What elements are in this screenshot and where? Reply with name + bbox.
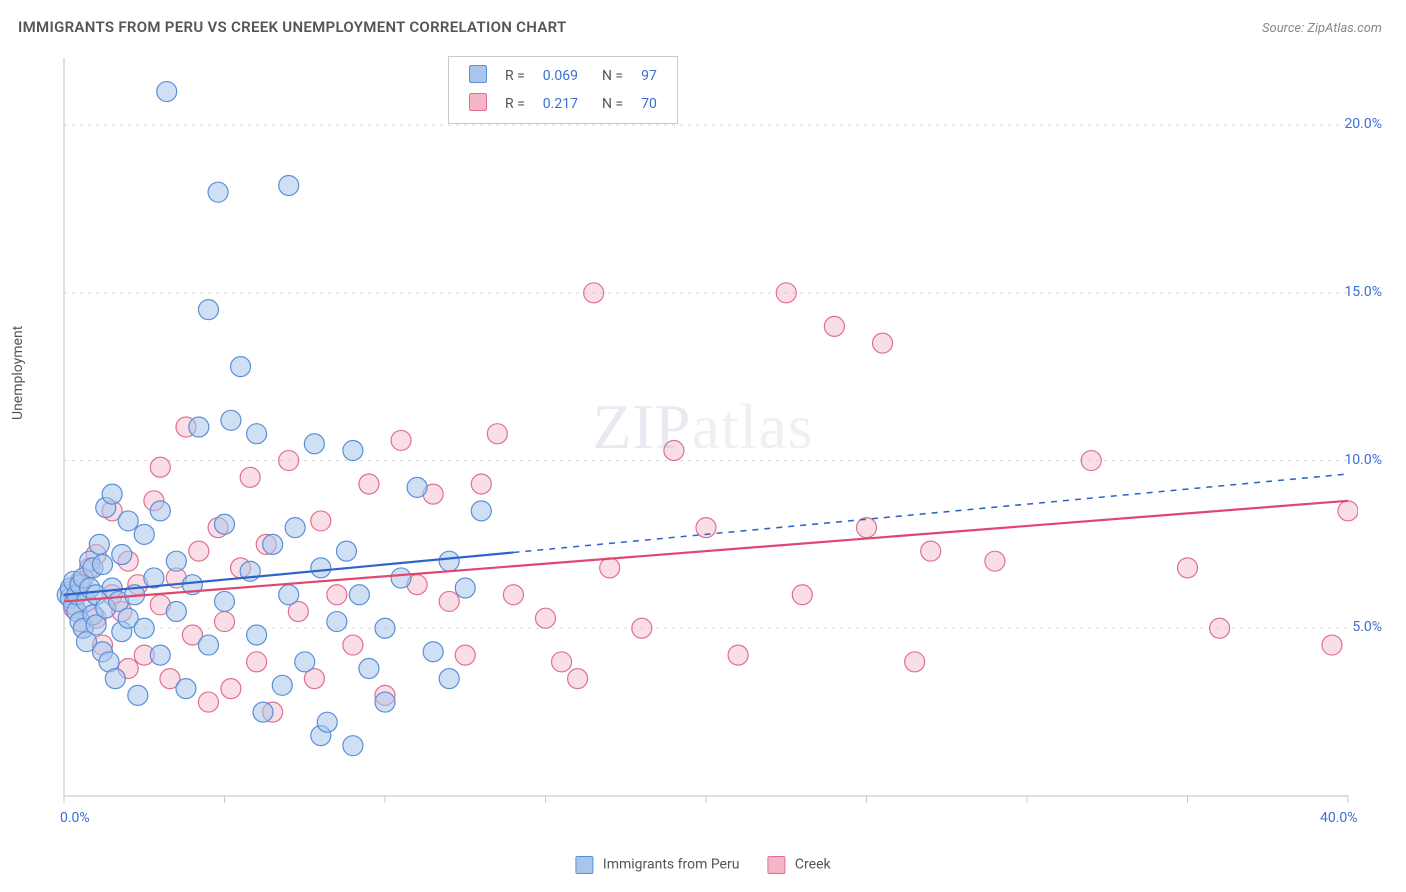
corr-r-label: R = <box>497 91 533 117</box>
legend-swatch-peru <box>575 856 593 874</box>
corr-r-label: R = <box>497 63 533 89</box>
legend-label-creek: Creek <box>795 857 831 873</box>
x-tick-label: 40.0% <box>1320 810 1358 826</box>
corr-r-value: 0.217 <box>535 91 586 117</box>
chart-title: IMMIGRANTS FROM PERU VS CREEK UNEMPLOYME… <box>18 18 567 36</box>
chart-header: IMMIGRANTS FROM PERU VS CREEK UNEMPLOYME… <box>0 0 1406 44</box>
corr-r-value: 0.069 <box>535 63 586 89</box>
corr-swatch <box>469 65 487 83</box>
correlation-legend: R =0.069N =97R =0.217N =70 <box>448 56 678 124</box>
corr-n-value: 70 <box>633 91 665 117</box>
scatter-chart-svg <box>18 46 1358 836</box>
y-tick-label: 20.0% <box>1344 116 1382 132</box>
corr-n-label: N = <box>588 91 631 117</box>
legend-label-peru: Immigrants from Peru <box>603 857 740 873</box>
y-tick-label: 10.0% <box>1344 452 1382 468</box>
y-axis-label: Unemployment <box>10 326 26 420</box>
y-tick-label: 5.0% <box>1352 619 1382 635</box>
source-label: Source: ZipAtlas.com <box>1262 21 1382 36</box>
y-tick-label: 15.0% <box>1344 284 1382 300</box>
x-tick-label: 0.0% <box>60 810 90 826</box>
corr-swatch <box>469 93 487 111</box>
corr-n-value: 97 <box>633 63 665 89</box>
chart-area: Unemployment ZIPatlas R =0.069N =97R =0.… <box>18 46 1388 874</box>
legend-swatch-creek <box>767 856 785 874</box>
corr-legend-row: R =0.217N =70 <box>461 91 665 117</box>
corr-legend-row: R =0.069N =97 <box>461 63 665 89</box>
footer-legend-item: Creek <box>767 856 830 874</box>
footer-legend-item: Immigrants from Peru <box>575 856 739 874</box>
corr-n-label: N = <box>588 63 631 89</box>
footer-legend: Immigrants from Peru Creek <box>575 856 830 874</box>
